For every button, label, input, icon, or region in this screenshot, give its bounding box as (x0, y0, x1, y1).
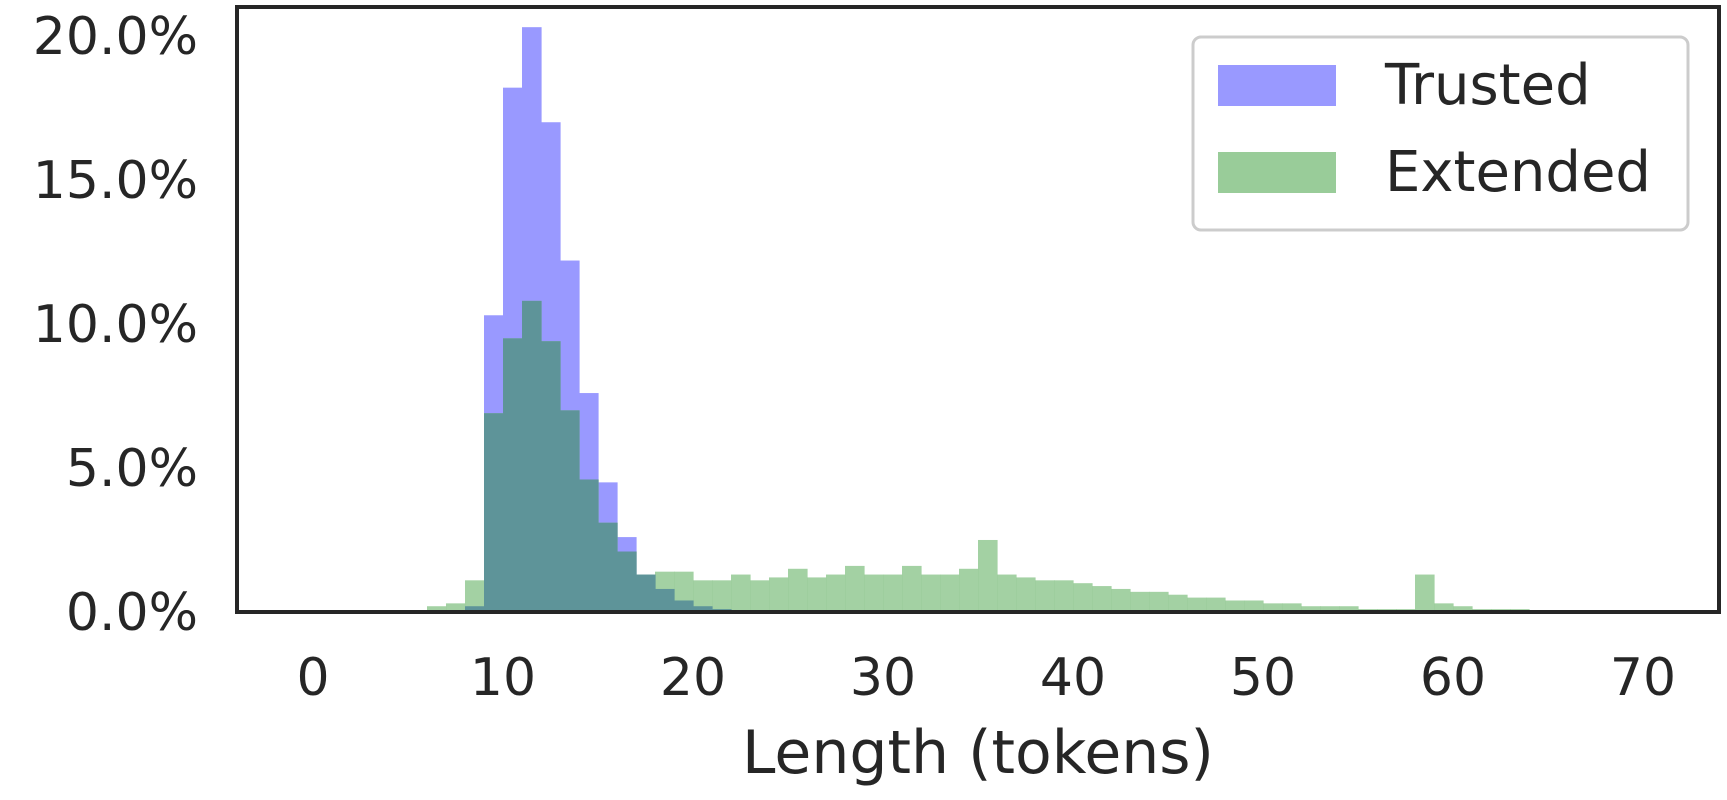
y-tick-label: 10.0% (33, 295, 198, 355)
x-tick-label: 40 (1040, 648, 1106, 708)
legend-swatch-extended (1218, 152, 1336, 193)
legend: Trusted Extended (1191, 35, 1690, 232)
x-tick-label: 20 (660, 648, 726, 708)
bar-overlap (465, 606, 485, 612)
y-tick-label: 20.0% (33, 7, 198, 67)
legend-label-extended: Extended (1385, 140, 1651, 205)
bar-extended (1016, 577, 1036, 612)
bar-extended (1453, 606, 1473, 612)
bar-extended (1035, 580, 1055, 612)
bar-extended (883, 574, 903, 612)
bar-extended (1434, 603, 1454, 612)
bar-extended (1206, 597, 1226, 612)
bar-overlap (541, 341, 561, 612)
x-axis-title: Length (tokens) (742, 718, 1214, 788)
bar-extended (1187, 597, 1207, 612)
bar-extended (807, 577, 827, 612)
bars-layer (427, 27, 1644, 612)
x-tick-label: 70 (1610, 648, 1676, 708)
bar-extended (1263, 603, 1283, 612)
x-tick-label: 0 (296, 648, 329, 708)
bar-extended (940, 574, 960, 612)
bar-extended (1168, 594, 1188, 612)
plot-frame (235, 5, 1721, 614)
bar-overlap (484, 413, 504, 612)
bar-extended (769, 577, 789, 612)
bar-extended (788, 568, 808, 612)
bar-extended (731, 574, 751, 612)
bar-overlap (674, 600, 694, 612)
x-tick-label: 50 (1230, 648, 1296, 708)
x-tick-label: 10 (470, 648, 536, 708)
y-tick-label: 15.0% (33, 151, 198, 211)
bar-extended (693, 580, 713, 612)
x-tick-labels: 0 10 20 30 40 50 60 70 (296, 648, 1676, 708)
bar-extended (959, 568, 979, 612)
bar-extended (921, 574, 941, 612)
legend-swatch-trusted (1218, 65, 1336, 106)
bar-extended (446, 603, 466, 612)
bar-overlap (617, 551, 637, 612)
bar-extended (1130, 591, 1150, 612)
x-tick-label: 60 (1420, 648, 1486, 708)
bar-extended (465, 580, 485, 612)
x-tick-label: 30 (850, 648, 916, 708)
bar-extended (1301, 606, 1321, 612)
bar-overlap (598, 522, 618, 612)
bar-extended (978, 539, 998, 612)
bar-overlap (560, 410, 580, 612)
bar-overlap (522, 300, 542, 612)
bar-extended (427, 606, 447, 612)
bar-extended (1415, 574, 1435, 612)
bar-extended (864, 574, 884, 612)
bar-overlap (579, 479, 599, 612)
bar-extended (1149, 591, 1169, 612)
bar-overlap (636, 574, 656, 612)
legend-label-trusted: Trusted (1384, 53, 1591, 118)
bar-extended (845, 565, 865, 612)
bar-extended (712, 580, 732, 612)
bar-overlap (655, 588, 675, 612)
bar-extended (902, 565, 922, 612)
bar-extended (997, 574, 1017, 612)
y-tick-label: 5.0% (66, 439, 198, 499)
bar-extended (1092, 586, 1112, 612)
bar-extended (1320, 606, 1340, 612)
bar-overlap (503, 338, 523, 612)
y-tick-labels: 0.0% 5.0% 10.0% 15.0% 20.0% (33, 7, 198, 643)
bar-extended (1282, 603, 1302, 612)
bar-extended (1225, 600, 1245, 612)
bar-overlap (693, 606, 713, 612)
bar-extended (1054, 580, 1074, 612)
bar-extended (750, 580, 770, 612)
bar-extended (1244, 600, 1264, 612)
bar-extended (826, 574, 846, 612)
bar-extended (1073, 583, 1093, 612)
bar-extended (1339, 606, 1359, 612)
y-tick-label: 0.0% (66, 583, 198, 643)
overlap-region (465, 300, 732, 612)
bar-extended (1111, 588, 1131, 612)
